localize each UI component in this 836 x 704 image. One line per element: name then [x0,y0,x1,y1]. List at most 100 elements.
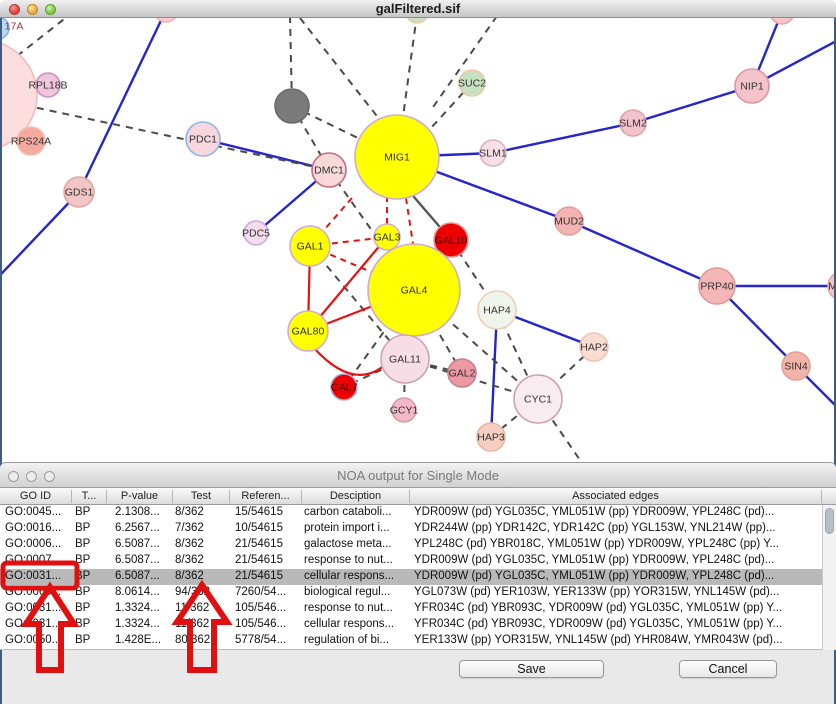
cell[interactable]: response to nut... [304,554,393,566]
table-row[interactable]: GO:0065... BP 8.0614... 94/362 7260/54... bio… [0,585,822,601]
node-GAL11[interactable] [380,334,430,384]
node-HAP4[interactable] [477,290,517,330]
cell[interactable]: GO:0050... [5,634,62,646]
cell[interactable]: YFR034C (pd) YBR093C, YDR009W (pd) YGL03… [414,618,783,630]
node-GAL2[interactable] [447,358,477,388]
cell[interactable]: BP [75,554,91,566]
cell[interactable]: 2.1308... [115,506,160,518]
cell[interactable]: cellular respons... [304,618,395,630]
cell[interactable]: 1.428E... [115,634,162,646]
node-PDC1[interactable] [185,121,221,157]
cell[interactable]: 8.0614... [115,586,160,598]
cell[interactable]: GO:0031... [5,570,62,582]
cell[interactable]: BP [75,522,91,534]
cell[interactable]: 6.5087... [115,570,160,582]
cell[interactable]: 8/362 [175,538,204,550]
node-HAP2[interactable] [579,332,609,362]
table-row[interactable]: GO:0006... BP 6.5087... 8/362 21/54615 galact… [0,537,822,553]
zoom-icon[interactable] [45,3,56,15]
cell[interactable]: 8/362 [175,570,204,582]
node-cut-green-top[interactable] [406,18,428,24]
node-NIP1[interactable] [734,68,770,104]
save-button[interactable]: Save [459,660,604,678]
column-header-t-[interactable]: T... [72,490,107,503]
node-SIN4[interactable] [781,351,811,381]
node-big-left[interactable] [0,40,38,150]
table-row[interactable]: GO:0050... BP 1.428E... 80/362 5778/54... reg… [0,633,822,649]
cell[interactable]: BP [75,538,91,550]
cell[interactable]: biological regul... [304,586,391,598]
minimize-icon[interactable] [26,471,37,482]
cell[interactable]: BP [75,618,91,630]
node-cut-blue-left[interactable] [0,18,10,40]
scrollbar-thumb[interactable] [825,508,834,534]
cell[interactable]: BP [75,634,91,646]
cell[interactable]: 6.2567... [115,522,160,534]
close-icon[interactable] [9,3,20,15]
cell[interactable]: 8/362 [175,554,204,566]
node-cut-pink-mid[interactable] [154,18,178,23]
column-header-referen-[interactable]: Referen... [230,490,302,503]
node-MUD2[interactable] [554,206,584,236]
cancel-button[interactable]: Cancel [679,660,777,678]
table-row[interactable]: GO:0031... BP 1.3324... 11/362 105/546... res… [0,601,822,617]
node-GAL3[interactable] [373,223,401,251]
node-RPL18B[interactable] [35,72,61,98]
table-row[interactable]: GO:0007... BP 6.5087... 8/362 21/54615 respon… [0,553,822,569]
cell[interactable]: 7260/54... [235,586,287,598]
cell[interactable]: GO:0007... [5,554,62,566]
cell[interactable]: 10/54615 [235,522,283,534]
close-icon[interactable] [8,471,19,482]
cell[interactable]: 80/362 [175,634,211,646]
node-cut-pink-right[interactable] [770,18,794,25]
cell[interactable]: GO:0031... [5,618,62,630]
node-GAL1[interactable] [289,225,331,267]
network-canvas[interactable]: 17A RPL18B RPS24A GDS1 PDC1 DMC1 MIG1 SUC2 SLM1 S… [0,18,836,462]
table-row[interactable]: GO:0031... BP 6.5087... 8/362 21/54615 cellul… [0,569,822,585]
cell[interactable]: GO:0065... [5,586,62,598]
column-header-test[interactable]: Test [173,490,230,503]
cell[interactable]: YDR009W (pd) YGL035C, YML051W (pp) YDR00… [414,570,775,582]
table-row[interactable]: GO:0016... BP 6.2567... 7/362 10/54615 protei… [0,521,822,537]
minimize-icon[interactable] [27,3,38,15]
cell[interactable]: GO:0031... [5,602,62,614]
cell[interactable]: response to nut... [304,602,393,614]
cell[interactable]: GO:0006... [5,538,62,550]
cell[interactable]: carbon cataboli... [304,506,392,518]
zoom-icon[interactable] [44,471,55,482]
cell[interactable]: YDR009W (pd) YGL035C, YML051W (pp) YDR00… [414,506,775,518]
node-GCY1[interactable] [391,397,417,423]
cell[interactable]: galactose meta... [304,538,392,550]
node-gray-node[interactable] [274,88,310,124]
cell[interactable]: 1.3324... [115,602,160,614]
cell[interactable]: YDR244W (pp) YDR142C, YDR142C (pp) YGL15… [414,522,776,534]
cell[interactable]: regulation of bi... [304,634,390,646]
cell[interactable]: 21/54615 [235,554,283,566]
cell[interactable]: 21/54615 [235,570,283,582]
node-MIG1[interactable] [354,114,440,200]
vertical-scrollbar[interactable] [822,505,836,650]
cell[interactable]: YFR034C (pd) YBR093C, YDR009W (pd) YGL03… [414,602,783,614]
node-GDS1[interactable] [63,176,95,208]
column-header-go-id[interactable]: GO ID [0,490,72,503]
cell[interactable]: 8/362 [175,506,204,518]
cell[interactable]: GO:0016... [5,522,62,534]
node-SLM2[interactable] [619,109,647,137]
node-PDC5[interactable] [243,220,269,246]
cell[interactable]: protein import i... [304,522,390,534]
cell[interactable]: YDR009W (pd) YGL035C, YML051W (pp) YDR00… [414,554,775,566]
node-PRP40[interactable] [698,267,736,305]
cell[interactable]: 11/362 [175,618,210,630]
cell[interactable]: 5778/54... [235,634,287,646]
cell[interactable]: YPL248C (pd) YBR018C, YML051W (pp) YDR00… [414,538,780,550]
node-CYC1[interactable] [513,374,563,424]
column-header-associated-edges[interactable]: Associated edges [410,490,822,503]
column-header-p-value[interactable]: P-value [107,490,173,503]
cell[interactable]: 15/54615 [235,506,283,518]
node-HAP3[interactable] [476,422,506,452]
cell[interactable]: BP [75,602,91,614]
cell[interactable]: BP [75,586,91,598]
cell[interactable]: BP [75,570,91,582]
cell[interactable]: BP [75,506,91,518]
node-SLM1[interactable] [479,139,507,167]
